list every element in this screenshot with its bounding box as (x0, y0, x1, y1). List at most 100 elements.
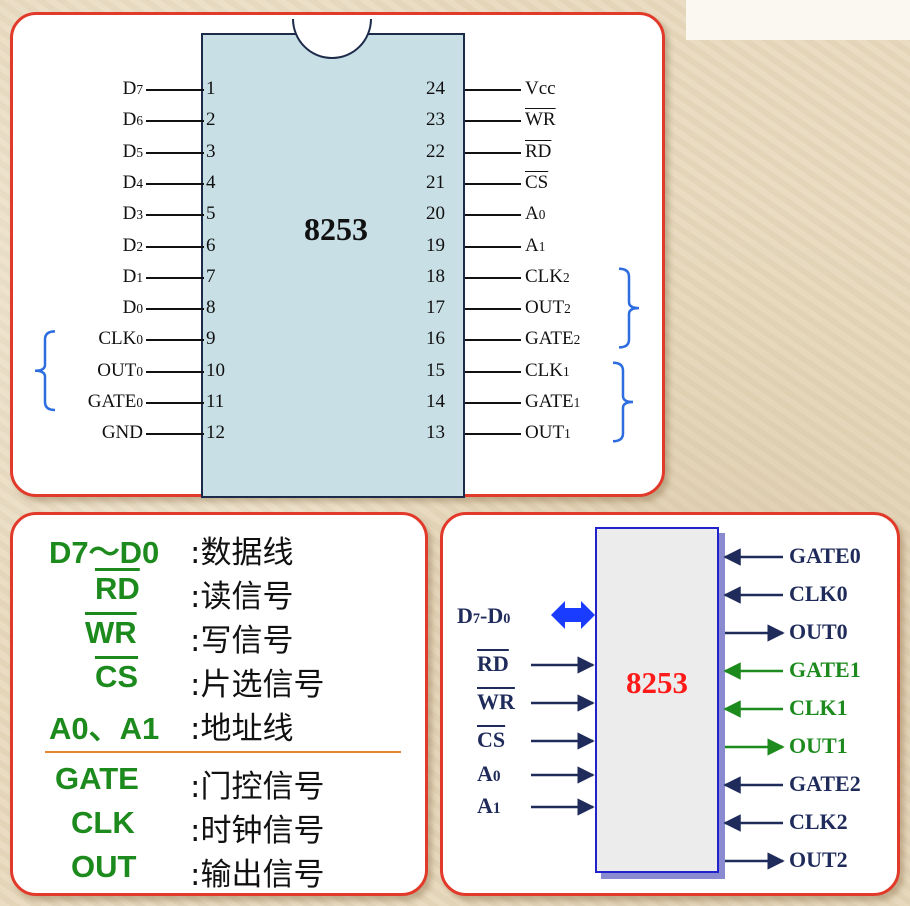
pin-number: 22 (426, 141, 445, 163)
legend-key: A0、A1 (49, 703, 159, 748)
legend-value: :时钟信号 (190, 805, 324, 850)
legend-divider (45, 751, 401, 753)
legend-value: :数据线 (190, 527, 293, 572)
pin-number: 16 (426, 328, 445, 350)
pin-label-gate2: GATE2 (525, 328, 580, 350)
pin-number: 15 (426, 360, 445, 382)
legend-row: D7～D0:数据线 (13, 527, 431, 567)
signal-label-out2: OUT2 (789, 847, 848, 873)
pin-label-gate1: GATE1 (525, 391, 580, 413)
pin-lead (465, 371, 521, 373)
input-label-wr: WR (477, 689, 515, 715)
pin-label-d1: D1 (23, 266, 143, 288)
pin-lead (146, 402, 204, 404)
pin-number: 3 (206, 141, 216, 163)
signal-label-gate0: GATE0 (789, 543, 861, 569)
legend-panel: D7～D0:数据线 RD:读信号 WR:写信号 CS:片选信号 A0、A1:地址线 GAT… (10, 512, 428, 896)
pin-number: 10 (206, 360, 225, 382)
pin-number: 11 (206, 391, 224, 413)
legend-value: :输出信号 (190, 849, 324, 894)
legend-value: :片选信号 (190, 659, 324, 704)
pin-number: 4 (206, 172, 216, 194)
pin-lead (465, 183, 521, 185)
legend-value: :门控信号 (190, 761, 324, 806)
legend-row: OUT:输出信号 (13, 849, 431, 889)
pin-label-d0: D0 (23, 297, 143, 319)
pin-lead (465, 246, 521, 248)
block-diagram-panel: 8253 D7-D0 RD WR CS A0 A1 GATE0 CLK0 OUT0 GATE1 CL… (440, 512, 900, 896)
signal-label-out0: OUT0 (789, 619, 848, 645)
chip-name: 8253 (291, 211, 381, 248)
bracket-counter1 (613, 363, 633, 442)
pin-lead (465, 308, 521, 310)
pin-number: 18 (426, 266, 445, 288)
legend-value: :写信号 (190, 615, 293, 660)
legend-row: WR:写信号 (13, 615, 431, 655)
data-bus-label: D7-D0 (457, 603, 510, 629)
signal-label-clk2: CLK2 (789, 809, 848, 835)
pin-number: 2 (206, 109, 216, 131)
pin-lead (146, 120, 204, 122)
pin-label-a0: A0 (525, 203, 545, 225)
legend-row: GATE:门控信号 (13, 761, 431, 801)
legend-key: RD (95, 571, 140, 607)
pin-label-vcc: Vcc (525, 78, 556, 100)
pin-lead (146, 277, 204, 279)
pin-lead (465, 214, 521, 216)
pin-label-rd: RD (525, 141, 551, 163)
pin-lead (465, 339, 521, 341)
pin-lead (465, 152, 521, 154)
legend-row: A0、A1:地址线 (13, 703, 431, 743)
pin-label-d6: D6 (23, 109, 143, 131)
input-label-a0: A0 (477, 761, 501, 787)
legend-row: CLK:时钟信号 (13, 805, 431, 845)
legend-row: RD:读信号 (13, 571, 431, 611)
pin-label-out1: OUT1 (525, 422, 571, 444)
pin-number: 5 (206, 203, 216, 225)
pin-lead (465, 89, 521, 91)
pin-label-gate0: GATE0 (23, 391, 143, 413)
legend-key: CS (95, 659, 138, 695)
pin-lead (146, 152, 204, 154)
signal-label-clk0: CLK0 (789, 581, 848, 607)
pin-lead (146, 246, 204, 248)
legend-key: CLK (71, 805, 135, 841)
pinout-panel: 8253 D7 1 D6 2 D5 3 D4 4 D3 5 D2 6 D1 7 D0 8 CLK0 9 OUT0 10… (10, 12, 665, 497)
pin-lead (465, 402, 521, 404)
legend-key: WR (85, 615, 137, 651)
input-label-cs: CS (477, 727, 505, 753)
legend-key: D7～D0 (49, 527, 159, 572)
pin-lead (465, 433, 521, 435)
pin-number: 24 (426, 78, 445, 100)
input-label-a1: A1 (477, 793, 501, 819)
signal-label-clk1: CLK1 (789, 695, 848, 721)
pin-number: 7 (206, 266, 216, 288)
signal-label-gate1: GATE1 (789, 657, 861, 683)
pin-label-d4: D4 (23, 172, 143, 194)
bracket-counter2 (619, 269, 639, 348)
pin-label-wr: WR (525, 109, 556, 131)
pin-label-d3: D3 (23, 203, 143, 225)
pin-number: 21 (426, 172, 445, 194)
pin-number: 13 (426, 422, 445, 444)
pin-lead (146, 89, 204, 91)
pin-label-out2: OUT2 (525, 297, 571, 319)
legend-key: GATE (55, 761, 139, 797)
data-bus-arrow (551, 601, 595, 629)
pin-number: 23 (426, 109, 445, 131)
pin-label-out0: OUT0 (23, 360, 143, 382)
pin-number: 1 (206, 78, 216, 100)
pin-lead (146, 214, 204, 216)
pin-label-clk2: CLK2 (525, 266, 570, 288)
pin-label-d5: D5 (23, 141, 143, 163)
legend-key: OUT (71, 849, 136, 885)
pin-number: 14 (426, 391, 445, 413)
signal-label-out1: OUT1 (789, 733, 848, 759)
pin-label-a1: A1 (525, 235, 545, 257)
pin-label-d7: D7 (23, 78, 143, 100)
pin-label-cs: CS (525, 172, 548, 194)
pin-lead (465, 277, 521, 279)
pin-number: 6 (206, 235, 216, 257)
pin-number: 20 (426, 203, 445, 225)
legend-row: CS:片选信号 (13, 659, 431, 699)
